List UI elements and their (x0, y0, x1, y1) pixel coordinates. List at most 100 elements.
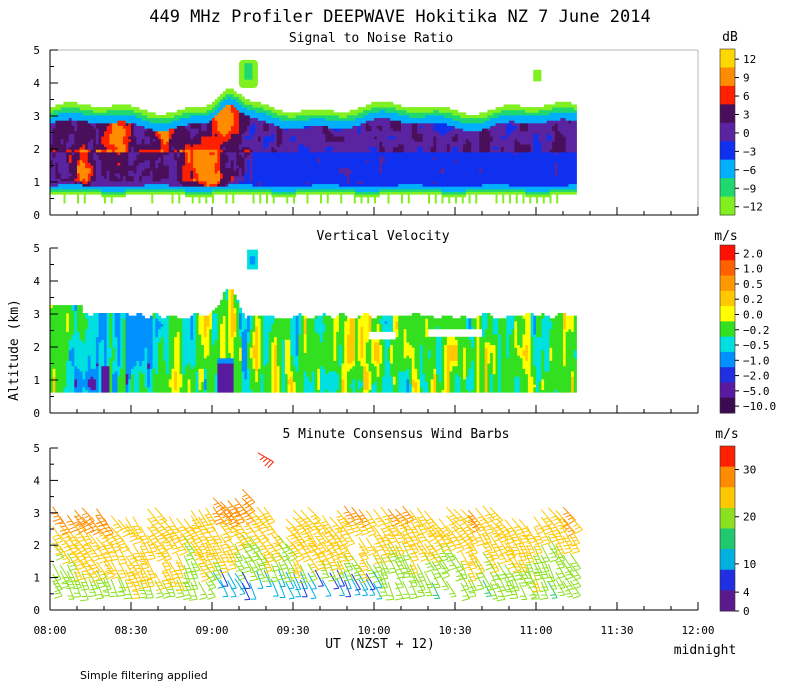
heatmap-cell (452, 115, 456, 121)
heatmap-cell (222, 291, 226, 317)
barb-flag (119, 558, 126, 561)
heatmap-cell (392, 104, 396, 108)
heatmap-cell (338, 365, 342, 393)
heatmap-cell (52, 305, 56, 369)
barb-flag (395, 586, 404, 590)
wind-barb (198, 581, 208, 600)
heatmap-cell (376, 107, 380, 113)
heatmap-cell (77, 149, 81, 153)
heatmap-cell (203, 357, 207, 369)
barb-flag (151, 522, 160, 527)
heatmap-cell (225, 183, 229, 187)
y-tick-label: 3 (33, 308, 40, 321)
heatmap-cell (133, 107, 137, 113)
barb-shaft (453, 508, 467, 523)
heatmap-cell (298, 334, 302, 393)
barb-flag (338, 537, 344, 540)
barb-flag (406, 519, 415, 525)
heatmap-cell (514, 125, 518, 129)
heatmap-cell (533, 365, 537, 385)
heatmap-cell (509, 133, 513, 153)
heatmap-cell (155, 183, 159, 190)
barb-shaft (285, 543, 298, 558)
barb-flag (361, 529, 368, 532)
heatmap-cell (522, 318, 526, 335)
barb-shaft (402, 505, 415, 521)
barb-flag (236, 568, 245, 572)
heatmap-cell (538, 315, 542, 338)
heatmap-cell (563, 313, 567, 330)
heatmap-cell (511, 191, 515, 195)
heatmap-cell (255, 117, 259, 153)
heatmap-cell (441, 336, 445, 390)
barb-flag (200, 593, 206, 596)
barb-flag (221, 543, 227, 546)
heatmap-cell (249, 117, 253, 126)
heatmap-cell (174, 191, 178, 195)
heatmap-cell (166, 165, 170, 179)
heatmap-cell (444, 336, 448, 346)
heatmap-cell (419, 386, 423, 393)
heatmap-cell (363, 194, 367, 198)
barb-flag (178, 526, 184, 529)
heatmap-cell (260, 315, 264, 375)
barb-flag (87, 520, 95, 526)
heatmap-cell (206, 122, 210, 137)
heatmap-cell (214, 313, 218, 340)
heatmap-cell (441, 173, 445, 187)
barb-shaft (103, 517, 114, 534)
heatmap-cell (228, 188, 232, 192)
heatmap-cell (144, 191, 148, 195)
colorbar-swatch (720, 85, 735, 105)
heatmap-cell (268, 141, 272, 153)
barb-flag (243, 569, 252, 574)
heatmap-cell (322, 109, 326, 116)
heatmap-cell (136, 112, 140, 119)
barb-flag (354, 574, 360, 577)
heatmap-cell (336, 315, 340, 332)
heatmap-cell (449, 151, 453, 187)
wind-barb (292, 572, 302, 591)
heatmap-cell (236, 101, 240, 111)
heatmap-cell (554, 112, 558, 121)
heatmap-cell (363, 151, 367, 187)
heatmap-cell (509, 194, 511, 204)
heatmap-cell (446, 344, 450, 393)
heatmap-cell (384, 339, 388, 393)
heatmap-cell (460, 191, 464, 195)
heatmap-cell (338, 188, 342, 192)
heatmap-cell (330, 371, 334, 393)
barb-flag (133, 531, 142, 535)
heatmap-cell (163, 360, 167, 393)
barb-shaft (74, 551, 85, 568)
colorbar-label: −10.0 (743, 400, 776, 413)
heatmap-cell (503, 183, 507, 190)
heatmap-cell (117, 186, 121, 192)
heatmap-cell (546, 191, 550, 195)
barb-shaft (212, 545, 222, 563)
heatmap-cell (201, 107, 205, 113)
heatmap-cell (414, 191, 418, 195)
heatmap-cell (511, 125, 515, 132)
barb-flag (171, 528, 177, 531)
heatmap-cell (549, 320, 553, 330)
barb-flag (291, 528, 297, 532)
heatmap-cell (222, 91, 226, 97)
barb-flag (291, 576, 300, 579)
heatmap-cell (90, 389, 94, 393)
heatmap-cell (449, 371, 453, 393)
barb-flag (258, 514, 265, 518)
barb-flag (76, 523, 82, 527)
barb-flag (382, 556, 389, 559)
barb-flag (352, 564, 358, 567)
heatmap-cell (490, 141, 494, 153)
barb-shaft (95, 581, 104, 599)
barb-flag (392, 519, 398, 523)
heatmap-cell (336, 389, 340, 393)
wind-barb (351, 573, 361, 591)
heatmap-cell (58, 112, 62, 121)
heatmap-cell (101, 186, 105, 192)
barb-flag (305, 522, 314, 528)
heatmap-cell (390, 186, 394, 190)
barb-shaft (438, 518, 451, 534)
